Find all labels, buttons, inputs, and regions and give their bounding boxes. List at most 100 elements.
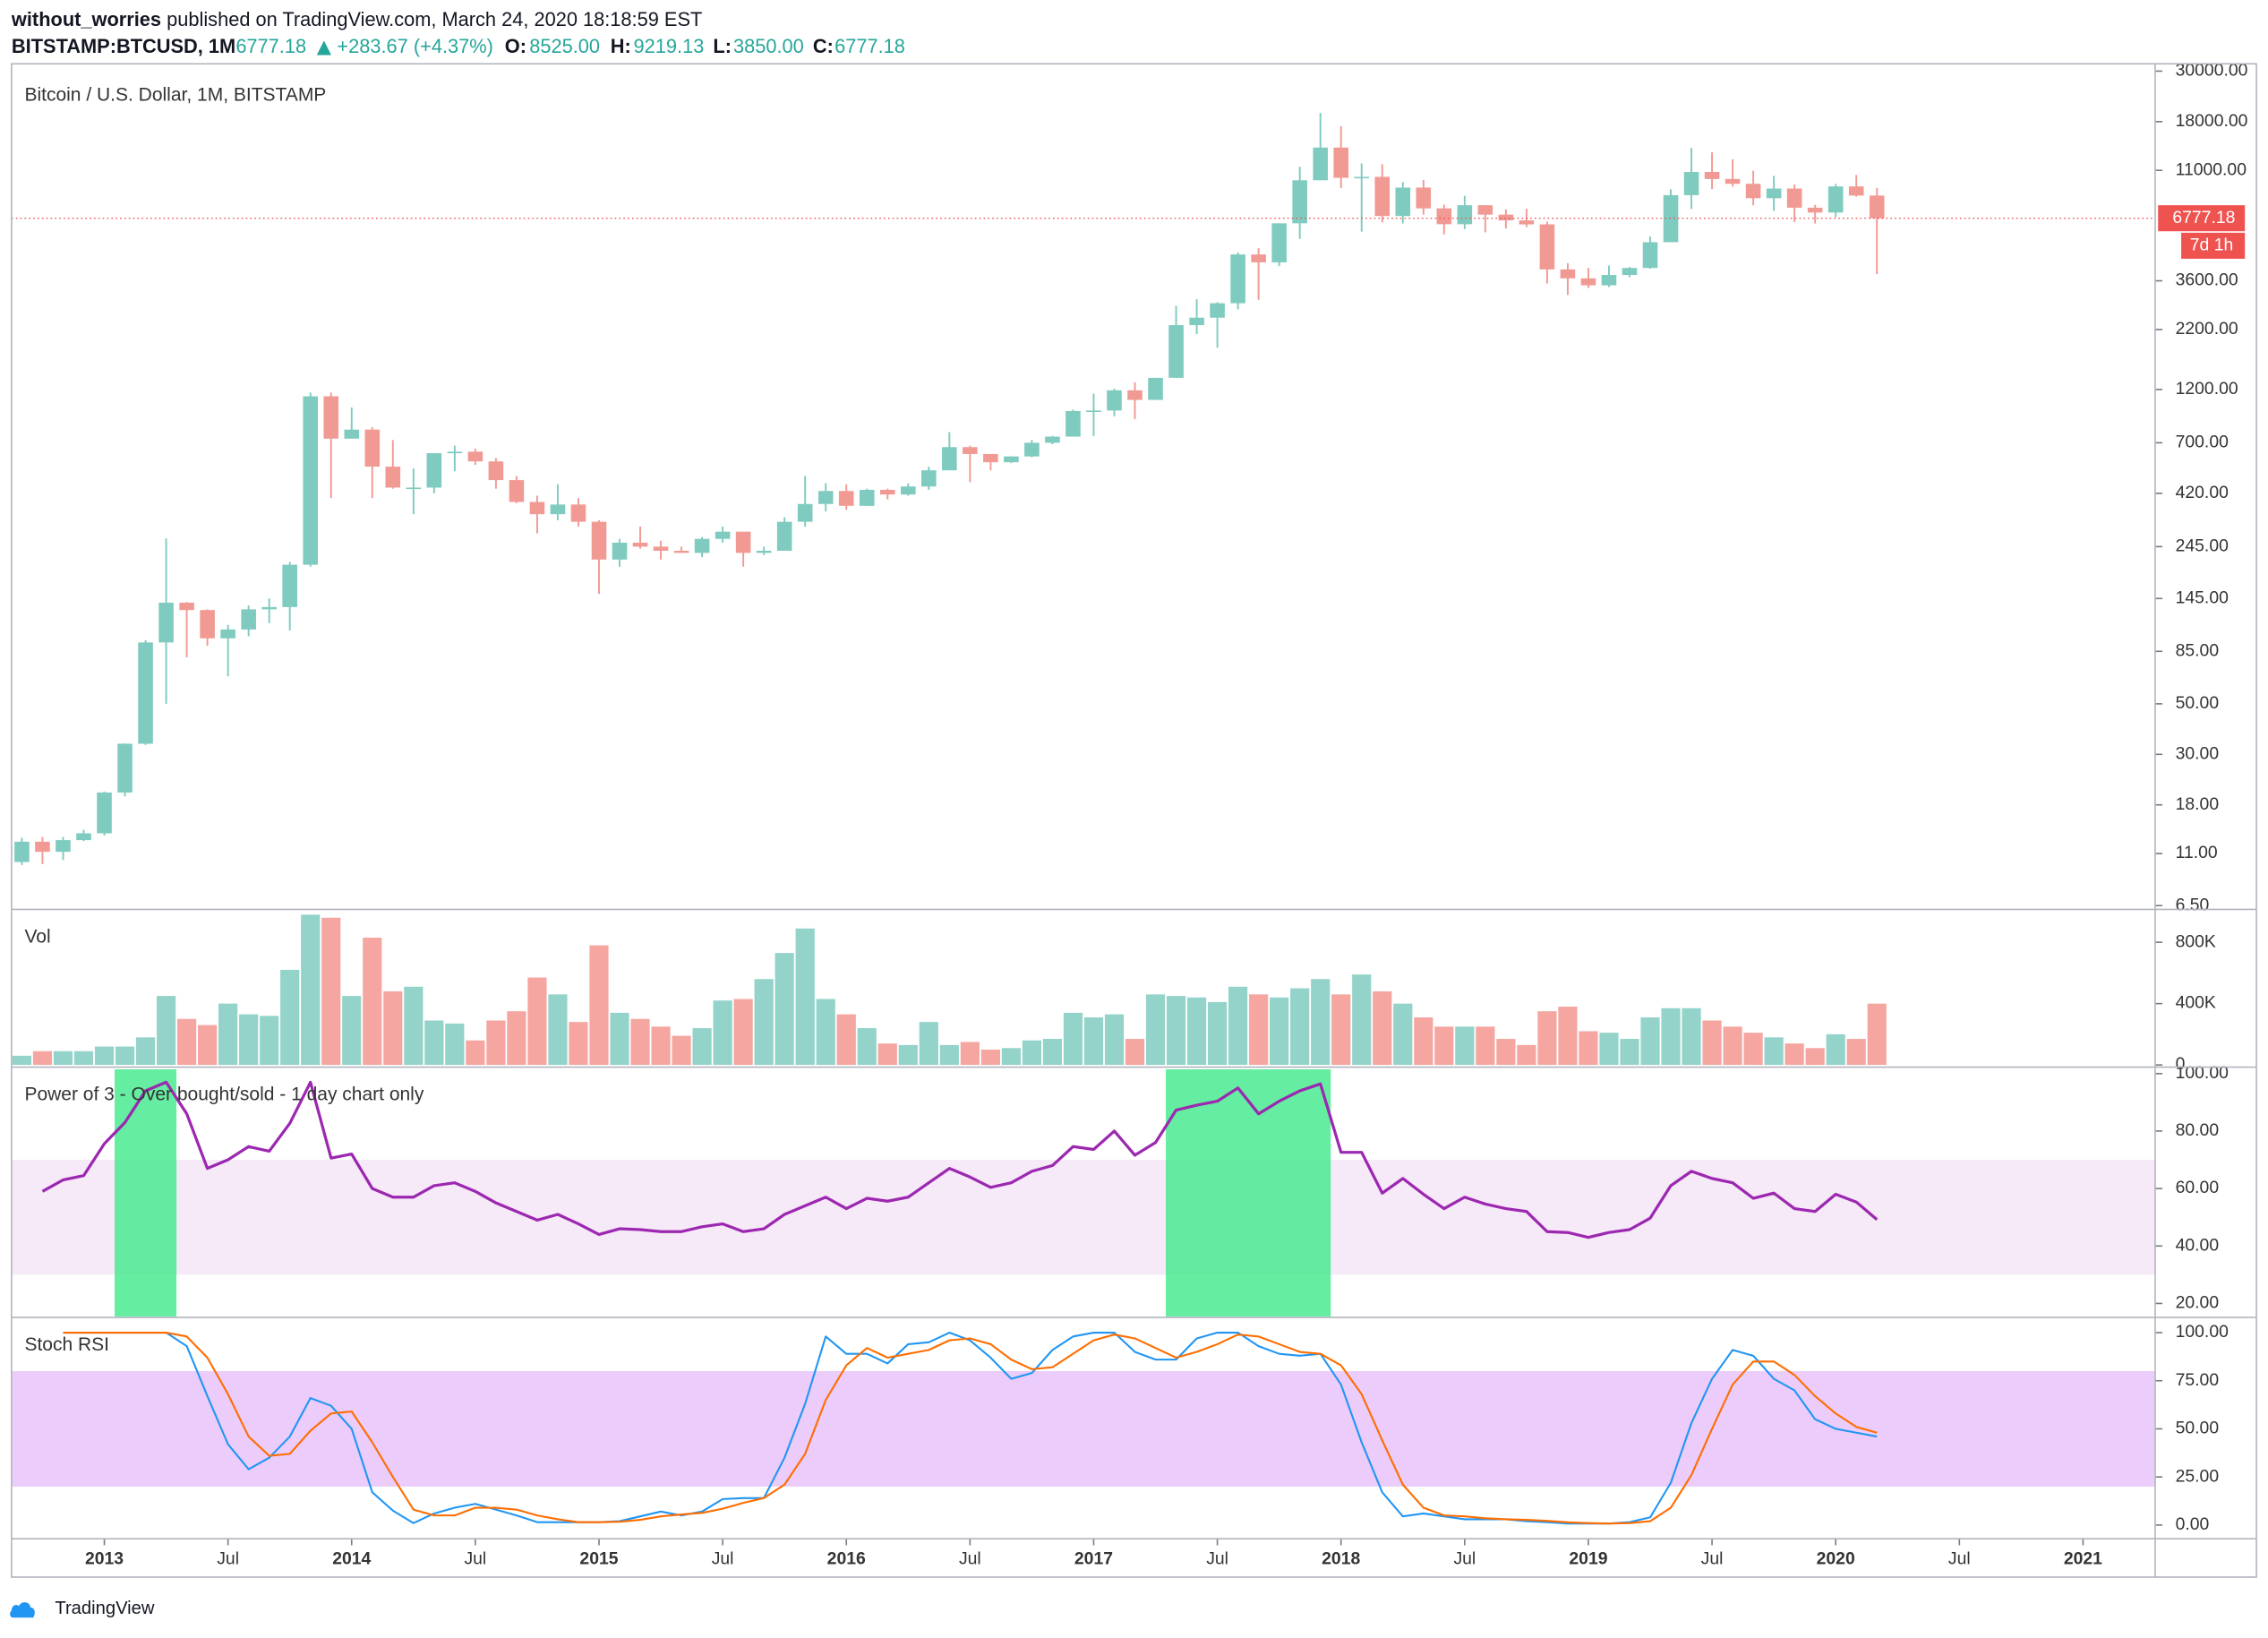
volume-bar [877,1043,897,1066]
candle-body [983,453,998,463]
y-tick-label: 20.00 [2176,1293,2220,1313]
volume-bar [1476,1026,1495,1066]
candle-body [756,550,772,553]
volume-bar [1001,1048,1021,1066]
volume-bar [1723,1026,1742,1066]
candle-body [158,602,174,643]
volume-bar [1434,1026,1454,1066]
x-tick-label: 2014 [332,1549,371,1569]
volume-bar [239,1014,259,1066]
countdown-label: 7d 1h [2190,236,2234,255]
volume-bar [218,1003,238,1066]
candle-body [467,451,484,462]
y-tick-label: 30000.00 [2176,61,2248,81]
volume-bar [919,1022,938,1066]
volume-bar [1270,997,1289,1066]
candle-body [963,447,978,454]
volume-bar [1249,994,1269,1066]
candle-body [1622,268,1638,276]
candle-body [1683,172,1699,195]
volume-bar [1743,1033,1763,1066]
volume-bar [1599,1033,1619,1066]
pane-title: Vol [24,927,50,948]
candle-body [14,841,30,862]
candle-body [1663,194,1679,243]
volume-bar [1537,1011,1557,1066]
volume-bar [53,1051,73,1066]
x-tick-label: 2018 [1322,1549,1360,1569]
volume-bar [1661,1008,1681,1066]
volume-bar [1558,1007,1578,1066]
volume-bar [1393,1003,1413,1066]
published: published on TradingView.com, March 24, … [167,8,702,30]
volume-bar [1208,1001,1228,1066]
candle-body [97,792,112,834]
ohlc-label: H: [611,35,631,57]
candle-body [1457,205,1473,225]
candle-body [323,396,339,439]
candle-body [1230,254,1245,304]
volume-bar [1145,994,1166,1066]
y-tick-label: 18.00 [2176,794,2220,814]
volume-bar [672,1035,691,1066]
candle-body [1107,390,1122,411]
up-arrow-icon [316,40,331,56]
brand: TradingView [55,1599,155,1618]
volume-bar [1620,1039,1639,1066]
candle-body [406,487,422,490]
ohlc-value: 6777.18 [834,35,905,57]
author: without_worries [11,8,161,30]
volume-bar [156,996,176,1066]
candle-body [1395,187,1411,217]
volume-bar [857,1028,877,1066]
y-tick-label: 145.00 [2176,587,2229,607]
candle-body [673,550,689,553]
volume-bar [1352,974,1372,1066]
candle-body [1786,188,1802,208]
volume-bar [548,994,568,1066]
volume-bar [1311,979,1331,1066]
candle-body [200,610,215,639]
plot-area: 6777.18 7d 1h Bitcoin / U.S. Dollar, 1M, B… [11,61,2248,1569]
candle-body [1827,186,1844,213]
candle-body [1189,317,1204,326]
y-tick-label: 75.00 [2176,1370,2220,1390]
volume-bar [280,969,300,1066]
volume-bar [527,977,547,1066]
candle-body [117,743,133,793]
candle-body [1436,208,1452,225]
frame-border [11,63,2257,1578]
candle-body [591,521,607,560]
x-tick-label: Jul [959,1549,981,1569]
volume-bar [1846,1039,1866,1066]
pane [12,914,1887,1066]
candle-body [715,531,731,539]
volume-bar [960,1042,980,1066]
y-tick-label: 1200.00 [2176,379,2238,399]
candle-body [653,546,669,551]
volume-bar [1455,1026,1475,1066]
volume-bar [1682,1008,1701,1066]
volume-bar [486,1020,506,1066]
volume-bar [94,1046,115,1066]
volume-bar [115,1046,135,1066]
volume-bar [1228,986,1248,1066]
candle-body [612,542,628,560]
indicator-line [41,1080,1879,1239]
y-tick-label: 18000.00 [2176,111,2248,131]
volume-bar [1042,1039,1063,1066]
footer: TradingView [10,1599,155,1618]
volume-bar [445,1023,465,1066]
x-tick-label: 2017 [1074,1549,1113,1569]
candle-body [1725,178,1741,184]
candle-body [1004,456,1019,463]
candle-body [364,429,381,467]
volume-bar [404,986,424,1066]
x-tick-label: 2016 [827,1549,866,1569]
ohlc-value: 9219.13 [634,35,705,57]
candle-body [1271,223,1287,262]
candle-body [1601,275,1617,286]
ohlc-label: C: [813,35,834,57]
volume-bar [1083,1017,1104,1066]
candle-body [1374,176,1391,217]
